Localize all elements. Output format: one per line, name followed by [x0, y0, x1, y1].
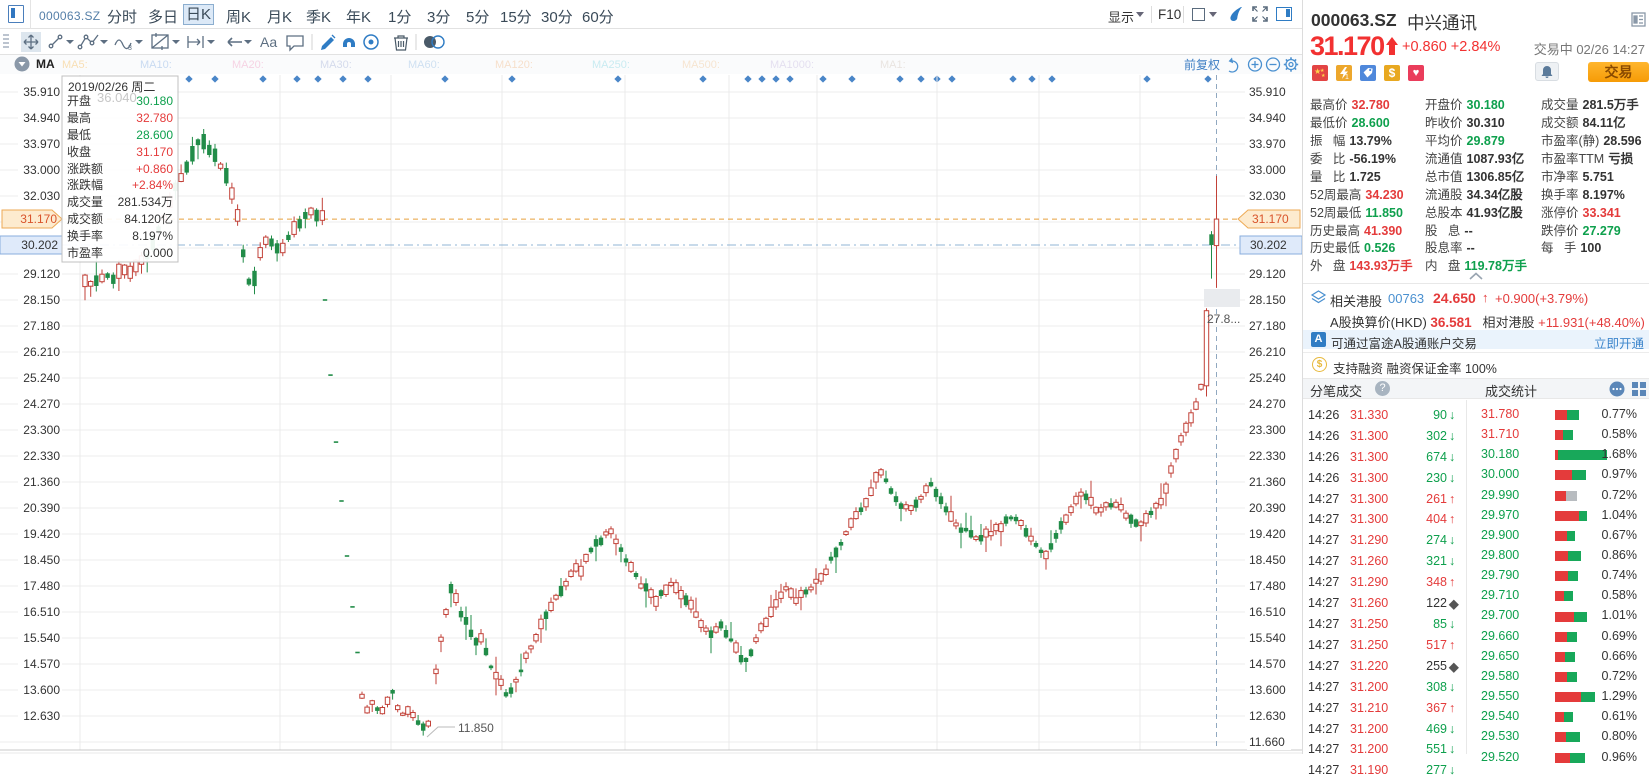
svg-text:20.390: 20.390 [23, 501, 60, 515]
svg-text:33.000: 33.000 [1249, 163, 1286, 177]
svg-text:27.8...: 27.8... [1207, 312, 1240, 326]
svg-text:30.202: 30.202 [21, 238, 58, 252]
svg-text:23.300: 23.300 [1249, 423, 1286, 437]
svg-text:市盈率: 市盈率 [67, 245, 103, 260]
svg-text:32.030: 32.030 [1249, 189, 1286, 203]
svg-text:19.420: 19.420 [23, 527, 60, 541]
svg-text:13.600: 13.600 [1249, 683, 1286, 697]
svg-text:MA20:: MA20: [232, 59, 264, 71]
svg-text:28.600: 28.600 [136, 128, 173, 142]
svg-text:13.600: 13.600 [23, 683, 60, 697]
svg-text:33.000: 33.000 [23, 163, 60, 177]
svg-text:Aa: Aa [260, 34, 277, 50]
svg-text:281.534万: 281.534万 [118, 195, 173, 209]
svg-text:3: 3 [128, 45, 132, 52]
svg-text:27.180: 27.180 [23, 319, 60, 333]
svg-text:84.120亿: 84.120亿 [124, 211, 173, 226]
svg-text:MA1000:: MA1000: [770, 59, 814, 71]
svg-text:35.910: 35.910 [23, 85, 60, 99]
svg-text:26.210: 26.210 [1249, 345, 1286, 359]
svg-text:11.660: 11.660 [1249, 735, 1285, 749]
svg-text:+0.860: +0.860 [136, 162, 173, 176]
svg-text:12.630: 12.630 [23, 709, 60, 723]
svg-text:21.360: 21.360 [23, 475, 60, 489]
svg-text:MA500:: MA500: [682, 59, 720, 71]
svg-text:32.780: 32.780 [136, 111, 173, 125]
svg-text:32.030: 32.030 [23, 189, 60, 203]
svg-text:27.180: 27.180 [1249, 319, 1286, 333]
svg-text:17.480: 17.480 [1249, 579, 1286, 593]
svg-text:36.040: 36.040 [97, 90, 137, 105]
svg-text:11.850: 11.850 [458, 721, 494, 735]
svg-text:25.240: 25.240 [1249, 371, 1286, 385]
svg-text:18.450: 18.450 [1249, 553, 1286, 567]
svg-text:MA1:: MA1: [880, 59, 906, 71]
svg-text:16.510: 16.510 [23, 605, 60, 619]
svg-text:0.000: 0.000 [143, 246, 173, 260]
svg-text:24.270: 24.270 [23, 397, 60, 411]
svg-text:31.170: 31.170 [1252, 212, 1289, 226]
svg-text:前复权: 前复权 [1184, 57, 1220, 72]
svg-text:MA5:: MA5: [62, 59, 88, 71]
svg-text:31.170: 31.170 [20, 212, 57, 226]
svg-text:14.570: 14.570 [1249, 657, 1286, 671]
svg-text:★: ★ [1320, 68, 1325, 74]
svg-text:收盘: 收盘 [67, 144, 91, 159]
svg-text:28.150: 28.150 [1249, 293, 1286, 307]
svg-text:2019/02/26 周二: 2019/02/26 周二 [68, 80, 155, 94]
svg-text:34.940: 34.940 [23, 111, 60, 125]
svg-text:33.970: 33.970 [1249, 137, 1286, 151]
svg-text:★: ★ [1314, 67, 1321, 76]
svg-text:26.210: 26.210 [23, 345, 60, 359]
svg-text:23.300: 23.300 [23, 423, 60, 437]
svg-text:MA60:: MA60: [408, 59, 440, 71]
svg-text:MA250:: MA250: [592, 59, 630, 71]
svg-text:35.910: 35.910 [1249, 85, 1286, 99]
svg-text:8.197%: 8.197% [132, 229, 173, 243]
svg-text:1: 1 [1345, 74, 1349, 81]
svg-text:25.240: 25.240 [23, 371, 60, 385]
svg-text:最高: 最高 [67, 110, 91, 125]
svg-text:34.940: 34.940 [1249, 111, 1286, 125]
svg-text:开盘: 开盘 [67, 93, 91, 108]
svg-text:+2.84%: +2.84% [132, 178, 173, 192]
svg-text:16.510: 16.510 [1249, 605, 1286, 619]
svg-text:29.120: 29.120 [23, 267, 60, 281]
svg-text:24.270: 24.270 [1249, 397, 1286, 411]
svg-text:20.390: 20.390 [1249, 501, 1286, 515]
svg-text:MA120:: MA120: [495, 59, 533, 71]
svg-text:涨跌额: 涨跌额 [67, 161, 103, 176]
svg-text:涨跌幅: 涨跌幅 [67, 177, 103, 192]
svg-text:29.120: 29.120 [1249, 267, 1286, 281]
svg-text:换手率: 换手率 [67, 228, 103, 243]
svg-text:MA30:: MA30: [320, 59, 352, 71]
svg-text:最低: 最低 [67, 128, 91, 142]
svg-text:15.540: 15.540 [23, 631, 60, 645]
svg-text:33.970: 33.970 [23, 137, 60, 151]
svg-text:18.450: 18.450 [23, 553, 60, 567]
svg-text:22.330: 22.330 [23, 449, 60, 463]
svg-text:成交量: 成交量 [67, 194, 103, 209]
svg-text:成交额: 成交额 [67, 211, 103, 226]
svg-text:21.360: 21.360 [1249, 475, 1286, 489]
svg-text:30.180: 30.180 [136, 94, 173, 108]
svg-text:MA: MA [36, 57, 55, 71]
svg-text:★: ★ [1321, 73, 1326, 79]
svg-text:31.170: 31.170 [136, 145, 173, 159]
svg-text:12.630: 12.630 [1249, 709, 1286, 723]
svg-text:28.150: 28.150 [23, 293, 60, 307]
svg-text:30.202: 30.202 [1250, 238, 1287, 252]
svg-text:14.570: 14.570 [23, 657, 60, 671]
svg-text:15.540: 15.540 [1249, 631, 1286, 645]
svg-text:22.330: 22.330 [1249, 449, 1286, 463]
svg-text:MA10:: MA10: [140, 59, 172, 71]
svg-text:17.480: 17.480 [23, 579, 60, 593]
svg-text:19.420: 19.420 [1249, 527, 1286, 541]
